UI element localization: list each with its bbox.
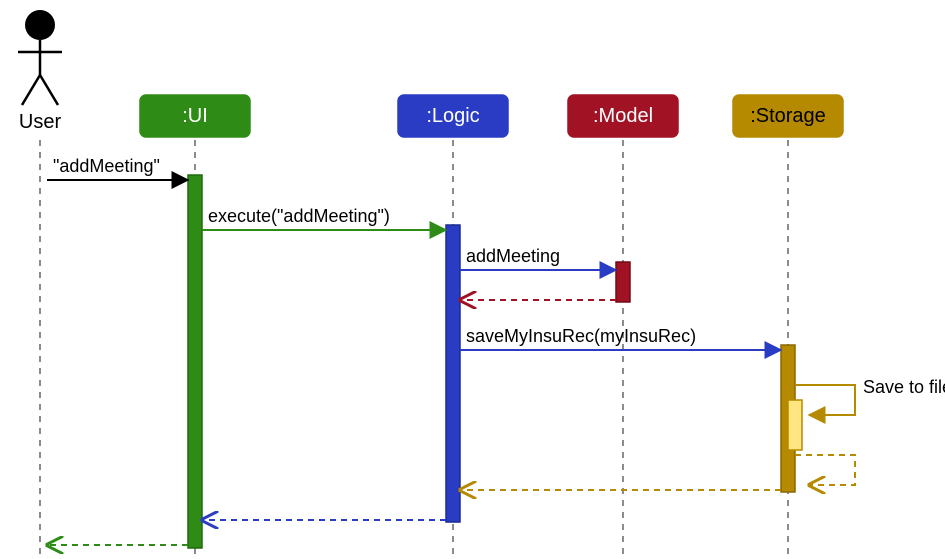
svg-text:User: User — [19, 111, 62, 133]
svg-text::UI: :UI — [182, 105, 208, 127]
svg-text::Logic: :Logic — [426, 105, 479, 127]
svg-text::Storage: :Storage — [750, 105, 826, 127]
svg-text:saveMyInsuRec(myInsuRec): saveMyInsuRec(myInsuRec) — [466, 326, 696, 346]
svg-text:Save to file: Save to file — [863, 377, 945, 397]
svg-text::Model: :Model — [593, 105, 653, 127]
svg-text:"addMeeting": "addMeeting" — [53, 156, 160, 176]
svg-text:execute("addMeeting"): execute("addMeeting") — [208, 206, 390, 226]
sequence-diagram: User :UI :Logic :Model :Storage "addMeeting" e… — [0, 0, 945, 559]
svg-text:addMeeting: addMeeting — [466, 246, 560, 266]
